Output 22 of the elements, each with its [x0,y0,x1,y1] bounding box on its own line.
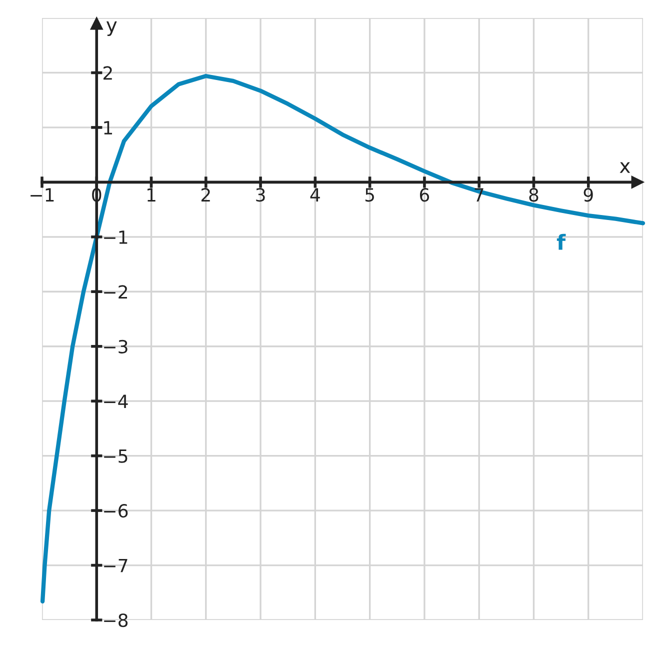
x-tick-label: 5 [365,188,374,202]
y-tick-label: −2 [104,285,127,298]
y-tick-label: −6 [104,504,128,518]
x-tick-label: 6 [420,188,430,202]
y-tick-label: −3 [104,340,128,354]
y-tick-label: 2 [104,66,112,80]
x-tick-label: 2 [201,188,210,202]
y-tick-label: −8 [104,613,128,628]
x-tick-label: 3 [256,188,265,202]
x-tick-label: −1 [30,188,54,202]
y-tick-label: −4 [104,394,128,408]
y-tick-label: −5 [104,450,128,463]
x-axis-title: x [620,162,630,173]
y-tick-label: −1 [104,230,128,244]
x-tick-label: 1 [148,188,156,202]
y-tick-label: 1 [104,121,112,134]
series-label: f [556,234,566,250]
y-tick-label: −7 [104,558,128,572]
x-tick-label: 8 [529,188,538,202]
x-tick-label: 9 [584,188,593,202]
y-axis-title: y [106,21,117,36]
x-tick-label: 4 [310,188,320,202]
